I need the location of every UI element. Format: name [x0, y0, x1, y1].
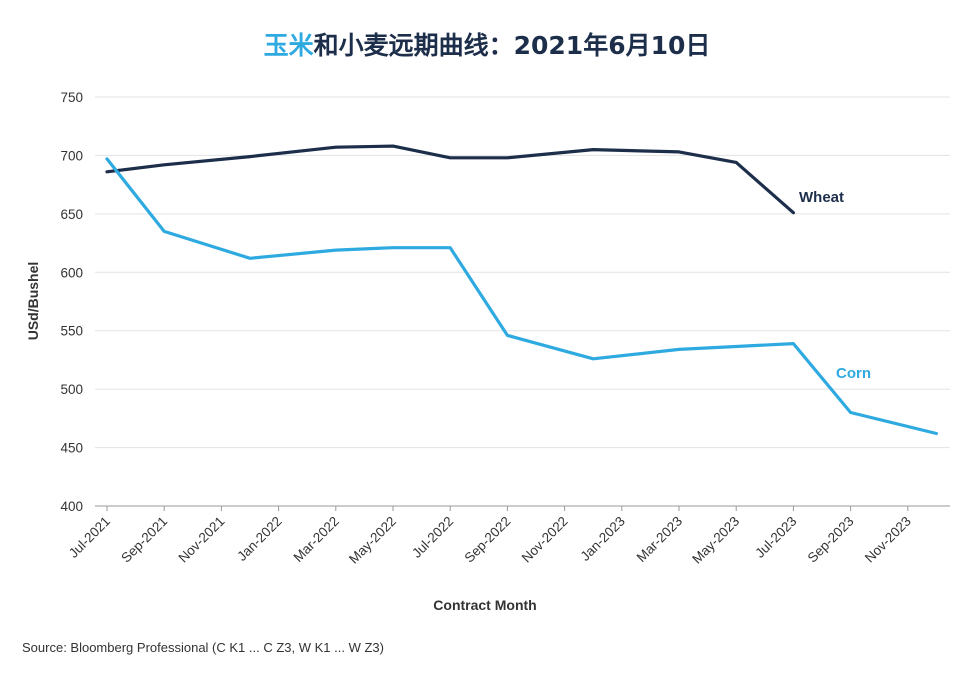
x-tick-label: May-2023: [689, 514, 742, 567]
x-tick-label: Sep-2021: [118, 514, 170, 566]
y-tick-label: 450: [60, 441, 83, 456]
x-tick-label: Jul-2023: [752, 514, 799, 561]
y-axis-title: USd/Bushel: [25, 262, 41, 341]
chart-title-highlight: 玉米: [263, 31, 314, 60]
series-line-wheat: [105, 144, 796, 215]
x-tick-label: Nov-2022: [519, 514, 571, 566]
y-tick-label: 550: [60, 324, 83, 339]
x-tick-label: Jan-2022: [234, 514, 284, 564]
x-tick-label: Jul-2022: [409, 514, 456, 561]
chart-title-rest: 和小麦远期曲线：2021年6月10日: [313, 31, 711, 60]
series-line-corn: [105, 157, 939, 436]
source-note: Source: Bloomberg Professional (C K1 ...…: [22, 640, 384, 655]
x-tick-label: Jul-2021: [66, 514, 113, 561]
x-tick-label: Mar-2023: [634, 514, 685, 565]
chart-title: 玉米和小麦远期曲线：2021年6月10日: [0, 26, 974, 62]
x-tick-label: May-2022: [346, 514, 399, 567]
x-tick-label: Nov-2023: [862, 514, 914, 566]
y-tick-label: 600: [60, 265, 83, 280]
y-tick-label: 650: [60, 207, 83, 222]
y-tick-label: 500: [60, 382, 83, 397]
series-label-corn: Corn: [836, 365, 871, 382]
x-tick-label: Jan-2023: [578, 514, 628, 564]
x-axis-title: Contract Month: [433, 597, 536, 613]
x-tick-label: Nov-2021: [176, 514, 228, 566]
y-tick-label: 700: [60, 148, 83, 163]
x-tick-label: Sep-2023: [805, 514, 857, 566]
x-tick-label: Sep-2022: [462, 514, 514, 566]
series-label-wheat: Wheat: [799, 189, 844, 206]
y-tick-label: 750: [60, 90, 83, 105]
y-tick-label: 400: [60, 499, 83, 514]
x-tick-label: Mar-2022: [290, 514, 341, 565]
